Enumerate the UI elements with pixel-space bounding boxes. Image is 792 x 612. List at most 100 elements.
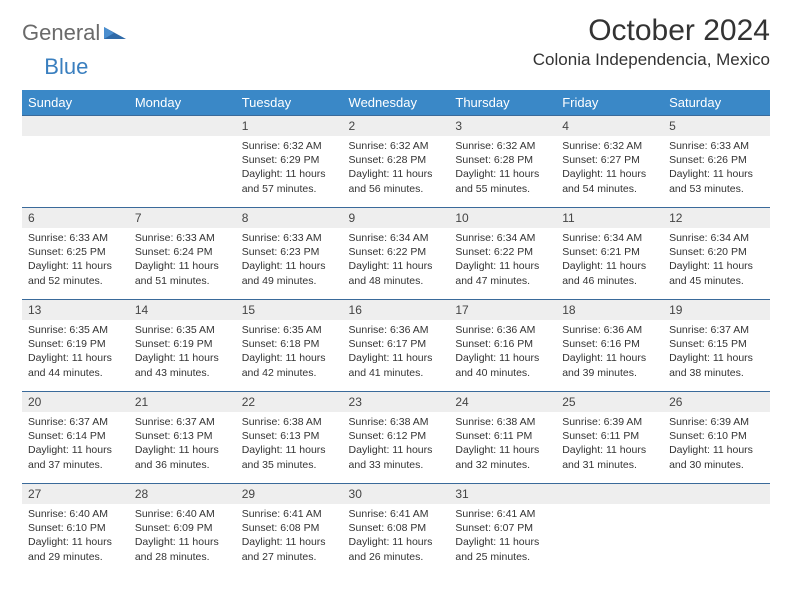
sunset-line: Sunset: 6:22 PM — [349, 246, 427, 258]
day-body: Sunrise: 6:36 AMSunset: 6:16 PMDaylight:… — [449, 320, 556, 386]
sunrise-line: Sunrise: 6:37 AM — [28, 416, 108, 428]
day-body: Sunrise: 6:41 AMSunset: 6:07 PMDaylight:… — [449, 504, 556, 570]
day-number: 15 — [236, 300, 343, 320]
calendar-cell: 10Sunrise: 6:34 AMSunset: 6:22 PMDayligh… — [449, 208, 556, 300]
sunset-line: Sunset: 6:13 PM — [135, 430, 213, 442]
daylight-line: Daylight: 11 hours and 26 minutes. — [349, 536, 433, 562]
calendar-cell: 31Sunrise: 6:41 AMSunset: 6:07 PMDayligh… — [449, 484, 556, 576]
day-body: Sunrise: 6:39 AMSunset: 6:10 PMDaylight:… — [663, 412, 770, 478]
day-body: Sunrise: 6:40 AMSunset: 6:10 PMDaylight:… — [22, 504, 129, 570]
calendar-cell: 3Sunrise: 6:32 AMSunset: 6:28 PMDaylight… — [449, 116, 556, 208]
day-number: 3 — [449, 116, 556, 136]
day-number — [129, 116, 236, 136]
day-number: 7 — [129, 208, 236, 228]
day-body: Sunrise: 6:36 AMSunset: 6:17 PMDaylight:… — [343, 320, 450, 386]
day-number — [556, 484, 663, 504]
calendar-cell: 25Sunrise: 6:39 AMSunset: 6:11 PMDayligh… — [556, 392, 663, 484]
sunrise-line: Sunrise: 6:32 AM — [349, 140, 429, 152]
sunset-line: Sunset: 6:13 PM — [242, 430, 320, 442]
calendar-cell: 20Sunrise: 6:37 AMSunset: 6:14 PMDayligh… — [22, 392, 129, 484]
sunrise-line: Sunrise: 6:36 AM — [349, 324, 429, 336]
day-body: Sunrise: 6:33 AMSunset: 6:26 PMDaylight:… — [663, 136, 770, 202]
calendar-cell: 15Sunrise: 6:35 AMSunset: 6:18 PMDayligh… — [236, 300, 343, 392]
sunrise-line: Sunrise: 6:35 AM — [242, 324, 322, 336]
day-body: Sunrise: 6:32 AMSunset: 6:28 PMDaylight:… — [343, 136, 450, 202]
daylight-line: Daylight: 11 hours and 32 minutes. — [455, 444, 539, 470]
sunset-line: Sunset: 6:19 PM — [28, 338, 106, 350]
weekday-saturday: Saturday — [663, 90, 770, 116]
day-body: Sunrise: 6:36 AMSunset: 6:16 PMDaylight:… — [556, 320, 663, 386]
day-body: Sunrise: 6:35 AMSunset: 6:19 PMDaylight:… — [22, 320, 129, 386]
day-body: Sunrise: 6:34 AM Sunset: 6:22 PM Daylight:… — [343, 228, 450, 294]
day-number: 1 — [236, 116, 343, 136]
calendar-cell: 1 Sunrise: 6:32 AM Sunset: 6:29 PM Daylight… — [236, 116, 343, 208]
calendar-cell: 24Sunrise: 6:38 AMSunset: 6:11 PMDayligh… — [449, 392, 556, 484]
sunset-line: Sunset: 6:10 PM — [28, 522, 106, 534]
sunrise-line: Sunrise: 6:32 AM — [242, 140, 322, 152]
calendar-cell: 13Sunrise: 6:35 AMSunset: 6:19 PMDayligh… — [22, 300, 129, 392]
day-number: 20 — [22, 392, 129, 412]
day-body: Sunrise: 6:33 AMSunset: 6:25 PMDaylight:… — [22, 228, 129, 294]
sunset-line: Sunset: 6:15 PM — [669, 338, 747, 350]
sunset-line: Sunset: 6:20 PM — [669, 246, 747, 258]
calendar-table: Sunday Monday Tuesday Wednesday Thursday… — [22, 90, 770, 576]
weekday-wednesday: Wednesday — [343, 90, 450, 116]
sunset-line: Sunset: 6:07 PM — [455, 522, 533, 534]
calendar-cell: 28Sunrise: 6:40 AMSunset: 6:09 PMDayligh… — [129, 484, 236, 576]
daylight-line: Daylight: 11 hours and 39 minutes. — [562, 352, 646, 378]
day-body: Sunrise: 6:35 AMSunset: 6:18 PMDaylight:… — [236, 320, 343, 386]
calendar-cell — [663, 484, 770, 576]
sunrise-line: Sunrise: 6:38 AM — [349, 416, 429, 428]
day-body: Sunrise: 6:33 AMSunset: 6:23 PMDaylight:… — [236, 228, 343, 294]
daylight-line: Daylight: 11 hours and 35 minutes. — [242, 444, 326, 470]
day-body: Sunrise: 6:40 AMSunset: 6:09 PMDaylight:… — [129, 504, 236, 570]
sunset-line: Sunset: 6:21 PM — [562, 246, 640, 258]
logo-text-blue: Blue — [44, 54, 88, 80]
daylight-line: Daylight: 11 hours and 57 minutes. — [242, 168, 326, 194]
day-body: Sunrise: 6:38 AMSunset: 6:11 PMDaylight:… — [449, 412, 556, 478]
sunrise-line: Sunrise: 6:32 AM — [562, 140, 642, 152]
sunrise-line: Sunrise: 6:38 AM — [242, 416, 322, 428]
sunset-line: Sunset: 6:14 PM — [28, 430, 106, 442]
calendar-cell: 5Sunrise: 6:33 AMSunset: 6:26 PMDaylight… — [663, 116, 770, 208]
daylight-line: Daylight: 11 hours and 43 minutes. — [135, 352, 219, 378]
sunset-line: Sunset: 6:11 PM — [562, 430, 639, 442]
daylight-line: Daylight: 11 hours and 55 minutes. — [455, 168, 539, 194]
logo-mark-icon — [104, 23, 126, 44]
calendar-cell: 29Sunrise: 6:41 AMSunset: 6:08 PMDayligh… — [236, 484, 343, 576]
day-number: 22 — [236, 392, 343, 412]
day-number: 23 — [343, 392, 450, 412]
day-body: Sunrise: 6:41 AMSunset: 6:08 PMDaylight:… — [343, 504, 450, 570]
daylight-line: Daylight: 11 hours and 48 minutes. — [349, 260, 433, 286]
daylight-line: Daylight: 11 hours and 38 minutes. — [669, 352, 753, 378]
calendar-cell — [129, 116, 236, 208]
daylight-line: Daylight: 11 hours and 41 minutes. — [349, 352, 433, 378]
calendar-cell: 21Sunrise: 6:37 AMSunset: 6:13 PMDayligh… — [129, 392, 236, 484]
day-body: Sunrise: 6:39 AMSunset: 6:11 PMDaylight:… — [556, 412, 663, 478]
sunset-line: Sunset: 6:29 PM — [242, 154, 320, 166]
daylight-line: Daylight: 11 hours and 46 minutes. — [562, 260, 646, 286]
calendar-cell: 18Sunrise: 6:36 AMSunset: 6:16 PMDayligh… — [556, 300, 663, 392]
weekday-friday: Friday — [556, 90, 663, 116]
sunrise-line: Sunrise: 6:34 AM — [349, 232, 429, 244]
day-number: 28 — [129, 484, 236, 504]
day-number: 21 — [129, 392, 236, 412]
day-body: Sunrise: 6:34 AMSunset: 6:21 PMDaylight:… — [556, 228, 663, 294]
calendar-cell: 2Sunrise: 6:32 AMSunset: 6:28 PMDaylight… — [343, 116, 450, 208]
calendar-cell: 12Sunrise: 6:34 AMSunset: 6:20 PMDayligh… — [663, 208, 770, 300]
calendar-cell: 23Sunrise: 6:38 AMSunset: 6:12 PMDayligh… — [343, 392, 450, 484]
day-body — [129, 136, 236, 145]
daylight-line: Daylight: 11 hours and 52 minutes. — [28, 260, 112, 286]
day-body: Sunrise: 6:38 AMSunset: 6:12 PMDaylight:… — [343, 412, 450, 478]
day-number: 31 — [449, 484, 556, 504]
day-number: 17 — [449, 300, 556, 320]
day-body: Sunrise: 6:37 AMSunset: 6:15 PMDaylight:… — [663, 320, 770, 386]
daylight-line: Daylight: 11 hours and 47 minutes. — [455, 260, 539, 286]
day-body: Sunrise: 6:33 AMSunset: 6:24 PMDaylight:… — [129, 228, 236, 294]
daylight-line: Daylight: 11 hours and 31 minutes. — [562, 444, 646, 470]
daylight-line: Daylight: 11 hours and 56 minutes. — [349, 168, 433, 194]
sunset-line: Sunset: 6:16 PM — [455, 338, 533, 350]
day-body — [663, 504, 770, 513]
logo: General — [22, 14, 128, 46]
sunrise-line: Sunrise: 6:34 AM — [669, 232, 749, 244]
